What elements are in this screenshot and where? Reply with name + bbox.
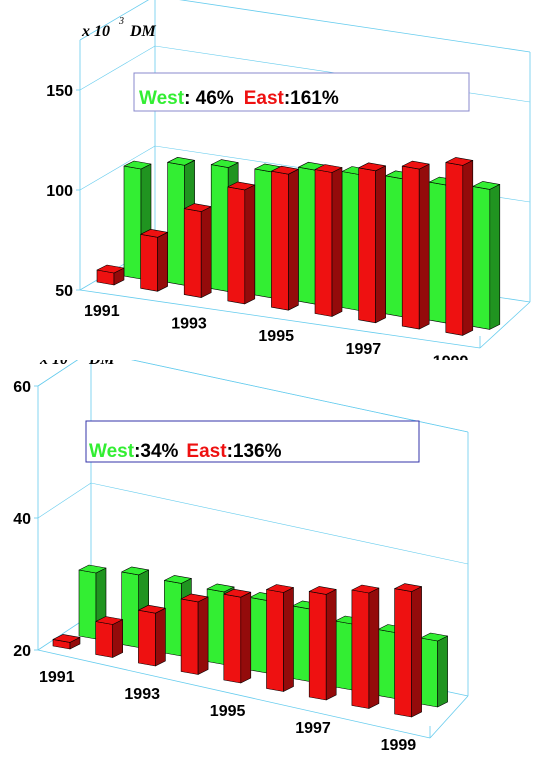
east-bar-1995 [223,588,252,684]
east-bar-1993 [138,604,166,667]
east-bar-1997 [358,162,386,324]
y-tick-label: 40 [13,511,31,528]
gridline-left [37,360,78,387]
y-tick-label: 100 [46,183,73,200]
frame-floor-right-edge [479,301,531,349]
east-bar-1998 [351,584,380,709]
east-bar-1994 [180,593,209,675]
gridline-left [79,145,156,191]
east-bar-1997 [308,586,337,701]
east-bar-1996 [266,584,294,692]
y-tick-label: 150 [46,83,73,100]
legend: West: 46% East:161% [133,72,470,112]
east-bar-1992 [140,229,168,292]
x-tick-label: 1999 [433,353,469,360]
east-bar-1992 [95,616,123,658]
x-tick-label: 1991 [39,669,75,686]
y-tick-label: 20 [13,643,31,660]
gridline-back [90,482,469,565]
frame-floor-right-edge [429,695,469,739]
east-bar-1995 [271,165,299,311]
unit-suffix: DM [88,360,116,368]
legend-west-value: : 46% [184,88,234,109]
legend-box [133,72,470,112]
legend: West:34% East:136% [85,420,420,463]
east-bar-1991 [96,264,125,286]
east-bar-1999 [394,583,422,718]
y-tick-label: 50 [55,283,73,300]
east-bar-1991 [52,634,81,650]
x-tick-label: 1991 [84,303,120,320]
frame-floor-front-edge [37,649,431,739]
frame-floor-front-edge [79,289,481,349]
svg-text:West: 46%East:161%: West: 46% East:161% [139,88,339,109]
x-tick-label: 1999 [381,737,417,754]
unit-prefix: x 10 [39,360,68,368]
frame-back-top-edge [179,0,531,53]
x-tick-label: 1997 [346,341,382,358]
legend-east-value: :161% [284,88,339,109]
x-tick-label: 1993 [171,316,207,333]
unit-prefix: x 10 [81,23,110,40]
chart-bottom: 20 40 60 1991 1993 1995 1997 1999 x 10 6 DM We… [13,360,469,754]
east-bar-1998 [401,160,430,330]
east-bar-1999 [445,157,474,336]
legend-box [85,420,420,463]
east-bar-1993 [183,203,212,298]
x-tick-label: 1995 [210,703,246,720]
west-bar-1999 [472,181,501,330]
legend-east-label: East [186,441,227,462]
x-tick-label: 1995 [258,328,294,345]
x-tick-label: 1993 [124,686,160,703]
gridline-left [79,45,156,91]
gridline-back [131,360,469,433]
legend-west-value: :34% [134,441,178,462]
gridline-left [37,482,92,519]
unit-exponent: 3 [118,16,124,27]
east-bar-1994 [227,181,256,305]
x-tick-label: 1997 [295,720,331,737]
legend-east-value: :136% [227,441,282,462]
unit-suffix: DM [129,23,157,40]
svg-text:West:34%East:136%: West:34% East:136% [89,441,282,462]
unit-label: x 10 3 DM [81,16,157,40]
frame-top-left-edge [79,0,149,41]
unit-label: x 10 6 DM [39,360,116,368]
legend-west-label: West [139,88,185,109]
west-bar-1999 [420,632,448,708]
y-tick-label: 60 [13,379,31,396]
east-bar-1996 [314,164,343,317]
legend-west-label: West [89,441,135,462]
legend-east-label: East [244,88,285,109]
